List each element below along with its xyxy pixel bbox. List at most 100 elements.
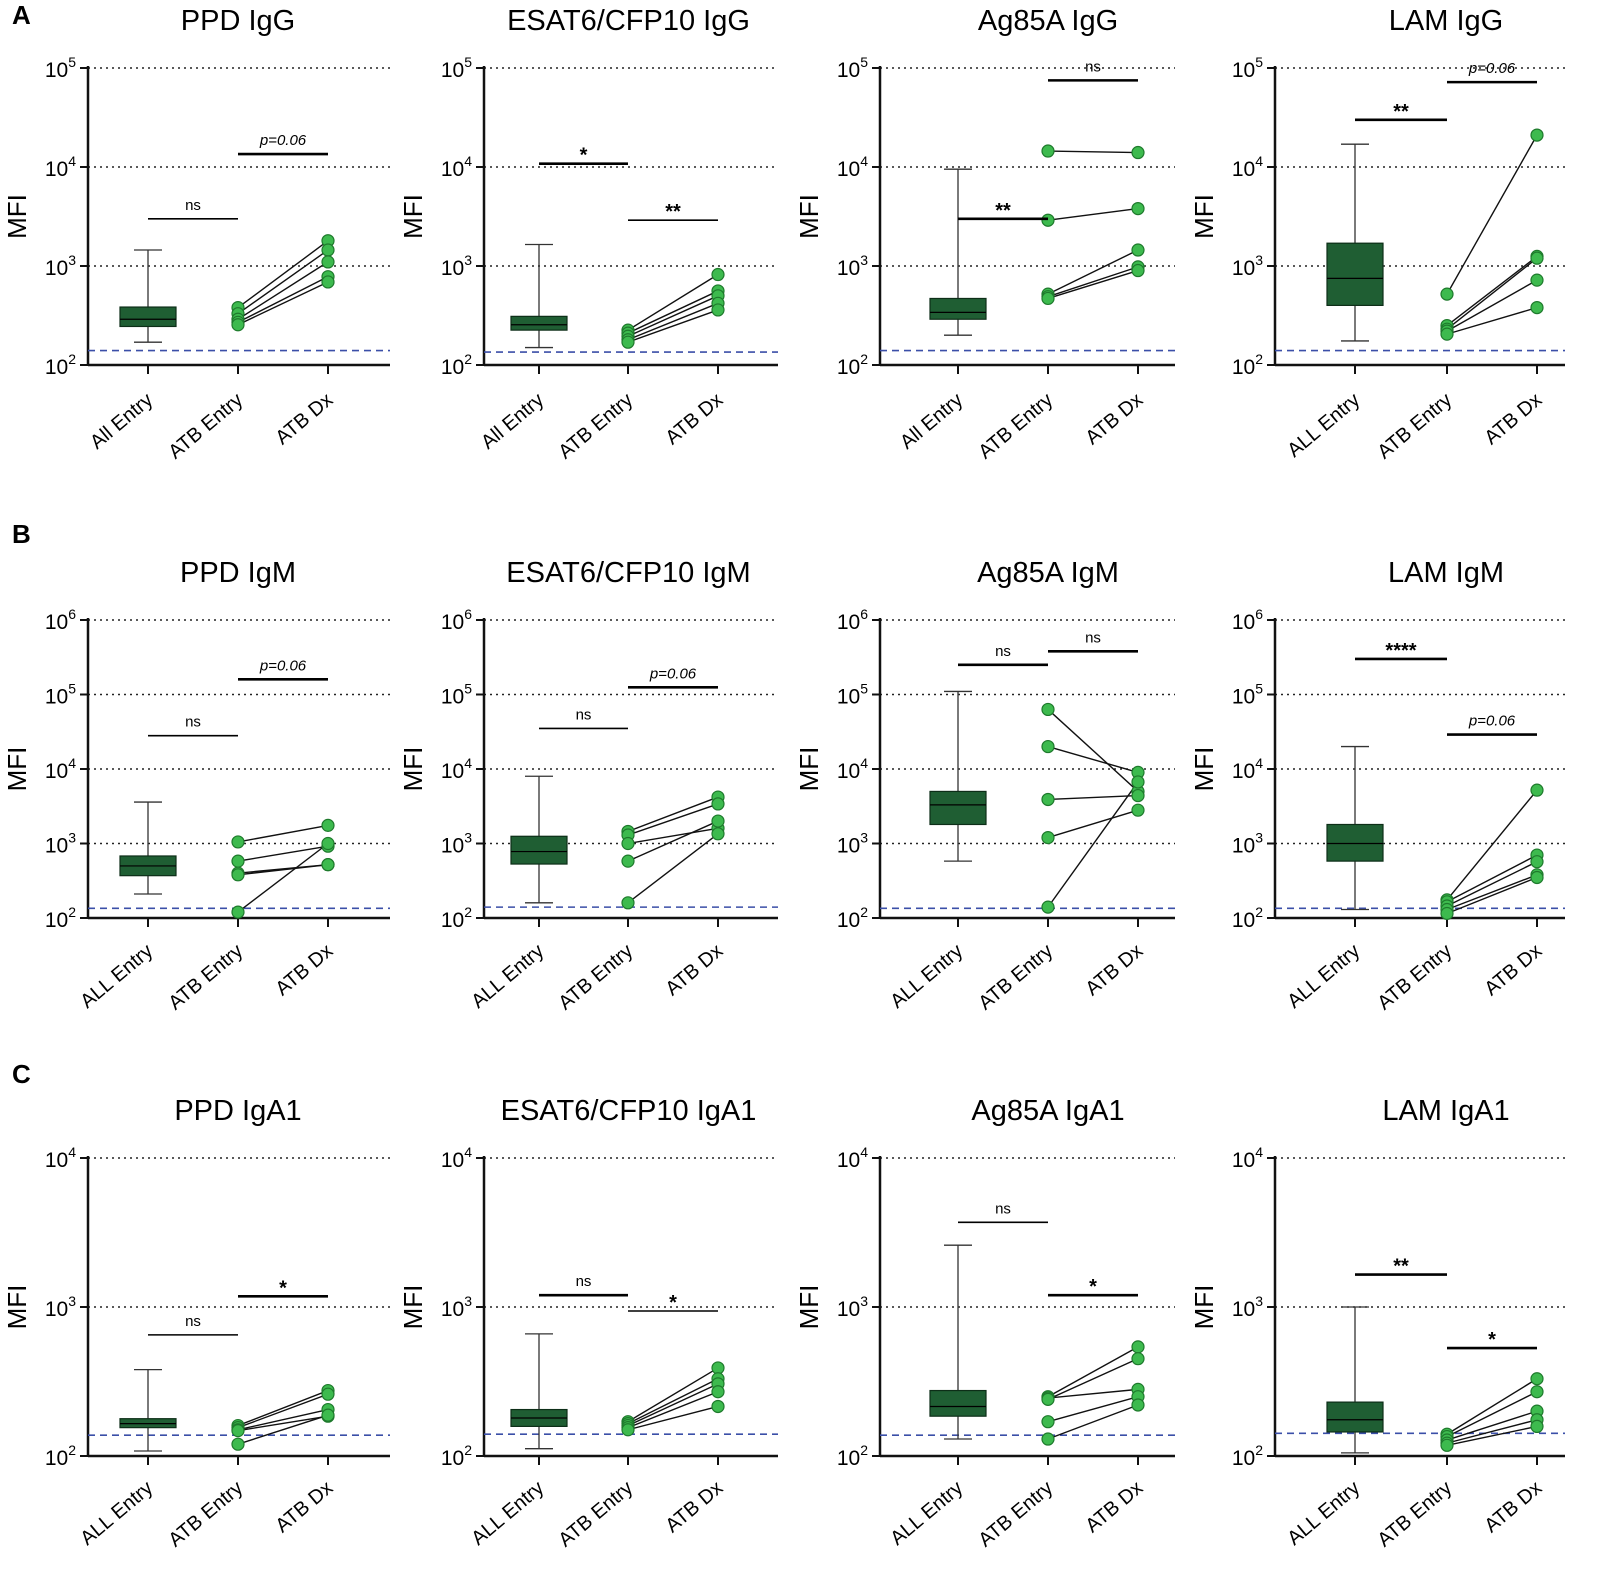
y-axis-label: MFI <box>794 1285 824 1330</box>
chart-ag85a-igg: Ag85A IgG MFI 102 103 104 105 All Entry ATB Ent… <box>794 5 1175 463</box>
y-tick-label: 103 <box>837 830 868 858</box>
x-tick-label: ATB Dx <box>1081 389 1147 449</box>
chart-title: LAM IgA1 <box>1382 1095 1509 1127</box>
pair-line <box>627 803 719 836</box>
pair-line <box>1446 854 1538 903</box>
chart-esat6-cfp10-igm: ESAT6/CFP10 IgM MFI 102 103 104 105 106 ALL Ent… <box>398 557 778 1014</box>
box-iqr <box>510 315 568 331</box>
box-iqr <box>929 297 987 320</box>
point-atb-entry <box>1440 1438 1454 1452</box>
x-tick-label: ATB Entry <box>164 940 247 1014</box>
point-atb-entry <box>621 896 635 910</box>
y-tick-label: 104 <box>45 755 76 783</box>
y-tick-label: 103 <box>441 830 472 858</box>
panel-label-b: B <box>12 519 31 549</box>
pair-line <box>1446 257 1538 330</box>
pair-line <box>1446 876 1538 915</box>
significance-label: * <box>1488 1329 1496 1351</box>
y-axis-label: MFI <box>2 747 32 792</box>
point-atb-entry <box>1440 327 1454 341</box>
point-atb-dx <box>1530 128 1544 142</box>
box-iqr <box>1326 1401 1384 1433</box>
y-tick-label: 105 <box>837 54 868 82</box>
chart-ppd-igg: PPD IgG MFI 102 103 104 105 All Entry ATB Entry… <box>2 5 390 463</box>
chart-ppd-igm: PPD IgM MFI 102 103 104 105 106 ALL Entry ATB En… <box>2 557 390 1014</box>
pair-line <box>627 1367 719 1423</box>
pair-line <box>237 1415 329 1432</box>
chart-title: ESAT6/CFP10 IgM <box>506 557 750 589</box>
point-atb-dx <box>321 255 335 269</box>
x-tick-label: ATB Dx <box>271 940 337 1000</box>
y-tick-label: 103 <box>45 1293 76 1321</box>
pair-line <box>1446 874 1538 911</box>
point-atb-dx <box>1131 145 1145 160</box>
pair-line <box>1446 789 1538 901</box>
pair-line <box>1446 279 1538 332</box>
y-tick-label: 104 <box>45 1144 76 1172</box>
y-tick-label: 104 <box>441 755 472 783</box>
significance-label: * <box>580 145 588 167</box>
x-tick-label: ATB Entry <box>554 1477 637 1551</box>
point-atb-dx <box>1131 1352 1145 1366</box>
y-tick-label: 104 <box>837 755 868 783</box>
y-tick-label: 106 <box>837 606 868 634</box>
y-tick-label: 104 <box>441 153 472 181</box>
y-axis-label: MFI <box>1189 1285 1219 1330</box>
pair-line <box>627 295 719 337</box>
pair-line <box>237 824 329 843</box>
point-atb-dx <box>1131 1340 1145 1354</box>
y-tick-label: 106 <box>1232 606 1263 634</box>
point-atb-entry <box>231 1437 245 1451</box>
y-axis-label: MFI <box>398 194 428 239</box>
chart-title: Ag85A IgG <box>978 5 1118 37</box>
pair-line <box>1446 134 1538 295</box>
point-atb-entry <box>231 1424 245 1438</box>
y-tick-label: 102 <box>837 904 868 932</box>
y-tick-label: 104 <box>45 153 76 181</box>
significance-label: p=0.06 <box>1468 60 1516 77</box>
point-atb-dx <box>1530 1385 1544 1399</box>
point-atb-dx <box>321 836 335 851</box>
point-atb-dx <box>321 243 335 257</box>
x-tick-label: ATB Entry <box>1373 1477 1456 1551</box>
point-atb-dx <box>711 1399 725 1414</box>
pair-line <box>237 276 329 323</box>
panel-label-a: A <box>12 0 31 30</box>
box-iqr <box>1326 823 1384 862</box>
pair-line <box>627 827 719 845</box>
point-atb-entry <box>621 836 635 851</box>
pair-line <box>627 796 719 833</box>
pair-line <box>1047 745 1139 774</box>
point-atb-dx <box>1530 273 1544 287</box>
pair-line <box>627 1391 719 1429</box>
significance-label: ns <box>995 1200 1011 1217</box>
chart-title: LAM IgG <box>1389 5 1503 37</box>
pair-line <box>1047 249 1139 295</box>
point-atb-entry <box>1041 1415 1055 1429</box>
significance-label: ** <box>1393 101 1409 123</box>
pair-line <box>1446 1391 1538 1438</box>
point-atb-dx <box>1530 301 1544 315</box>
x-tick-label: ATB Dx <box>271 1477 337 1537</box>
y-tick-label: 103 <box>837 1293 868 1321</box>
pair-line <box>1047 809 1139 839</box>
point-atb-dx <box>711 827 725 841</box>
chart-title: LAM IgM <box>1388 557 1504 589</box>
point-atb-dx <box>321 1408 335 1422</box>
chart-ppd-iga1: PPD IgA1 MFI 102 103 104 ALL Entry ATB Entry AT… <box>2 1095 390 1551</box>
y-tick-label: 102 <box>441 904 472 932</box>
x-tick-label: ATB Entry <box>1373 940 1456 1014</box>
pair-line <box>237 1393 329 1429</box>
chart-title: PPD IgM <box>180 557 296 589</box>
pair-line <box>1446 1378 1538 1435</box>
significance-label: ** <box>995 200 1011 222</box>
pair-line <box>237 1389 329 1427</box>
y-tick-label: 103 <box>837 252 868 280</box>
chart-lam-igg: LAM IgG MFI 102 103 104 105 ALL Entry ATB Entry… <box>1189 5 1565 463</box>
point-atb-entry <box>231 868 245 882</box>
chart-title: Ag85A IgM <box>977 557 1119 589</box>
pair-line <box>237 281 329 326</box>
chart-title: PPD IgG <box>181 5 295 37</box>
significance-label: **** <box>1385 640 1416 662</box>
y-tick-label: 102 <box>1232 351 1263 379</box>
